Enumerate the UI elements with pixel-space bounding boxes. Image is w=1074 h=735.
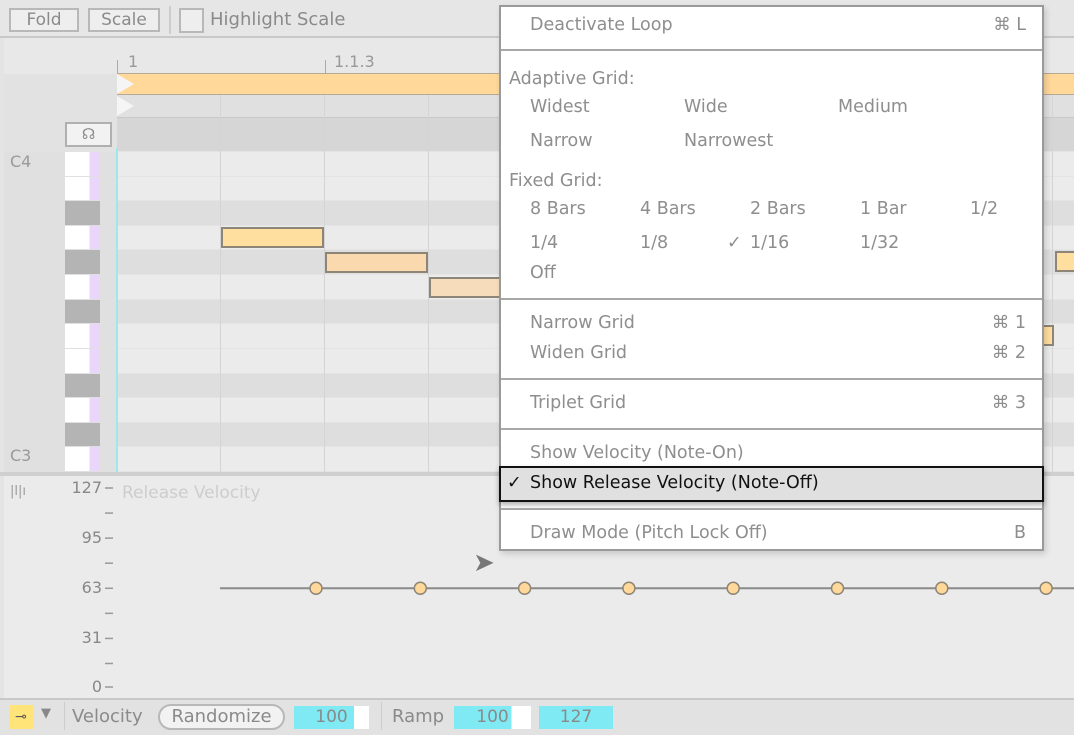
checkmark-icon: ✓ <box>727 233 742 253</box>
black-key[interactable] <box>65 250 100 275</box>
release-velocity-handle[interactable] <box>935 581 949 596</box>
menu-item-deactivate-loop[interactable]: Deactivate Loop <box>530 15 673 35</box>
shortcut: ⌘ 2 <box>991 343 1026 363</box>
release-velocity-handle[interactable] <box>622 581 636 596</box>
loop-start-marker[interactable] <box>117 74 134 94</box>
white-key[interactable] <box>65 275 100 299</box>
white-key[interactable] <box>65 225 100 250</box>
menu-item-2-bars[interactable]: 2 Bars <box>750 199 806 219</box>
white-key[interactable] <box>65 398 100 422</box>
shortcut: ⌘ 1 <box>991 313 1026 333</box>
fold-button[interactable]: Fold <box>9 8 79 32</box>
preview-headphones-button[interactable]: ☊ <box>65 122 112 147</box>
white-key[interactable] <box>65 348 100 373</box>
shortcut: B <box>1013 523 1026 543</box>
divider <box>64 702 65 730</box>
velocity-tick-label: 63 <box>81 578 102 598</box>
velocity-lane-icon: |l|ı <box>10 484 26 499</box>
release-velocity-handle[interactable] <box>1039 581 1053 596</box>
menu-item-show-release-velocity[interactable]: ✓ Show Release Velocity (Note-Off) <box>499 466 1044 502</box>
playhead-line <box>116 148 118 698</box>
menu-item-narrowest[interactable]: Narrowest <box>684 131 774 151</box>
white-key[interactable] <box>65 447 100 471</box>
chevron-down-icon[interactable]: ▼ <box>41 706 51 721</box>
velocity-tick-label: 0 <box>91 677 102 696</box>
menu-item-triplet-grid[interactable]: Triplet Grid <box>530 393 627 413</box>
black-key[interactable] <box>65 422 100 447</box>
menu-item-label: Show Release Velocity (Note-Off) <box>530 473 819 493</box>
menu-item-draw-mode[interactable]: Draw Mode (Pitch Lock Off) <box>530 523 768 543</box>
grid-line <box>324 95 325 698</box>
midi-note[interactable] <box>1055 251 1074 272</box>
shortcut: ⌘ L <box>993 15 1026 35</box>
release-velocity-handle[interactable] <box>309 581 323 596</box>
white-key[interactable] <box>65 176 100 201</box>
menu-item-1-2[interactable]: 1/2 <box>970 199 999 219</box>
release-velocity-handle[interactable] <box>517 581 532 596</box>
menu-item-show-velocity[interactable]: Show Velocity (Note-On) <box>530 443 744 463</box>
menu-item-widen-grid[interactable]: Widen Grid <box>530 343 628 363</box>
shortcut: ⌘ 3 <box>991 393 1026 413</box>
ramp-end-field[interactable]: 127 <box>539 706 613 729</box>
menu-item-narrow[interactable]: Narrow <box>530 131 593 151</box>
release-velocity-handle[interactable] <box>413 581 428 596</box>
grid-line <box>220 95 221 698</box>
velocity-label: Velocity <box>72 706 143 727</box>
black-key[interactable] <box>65 299 100 324</box>
headphones-icon: ☊ <box>81 125 96 143</box>
menu-item-off[interactable]: Off <box>530 263 556 283</box>
context-menu: Deactivate Loop ⌘ L Adaptive Grid: Wides… <box>499 5 1044 551</box>
c4-label: C4 <box>10 152 32 171</box>
highlight-scale-label: Highlight Scale <box>210 9 346 30</box>
ruler-label: 1.1.3 <box>334 52 375 71</box>
mouse-cursor-icon: ➤ <box>473 548 495 578</box>
midi-note[interactable] <box>221 227 324 248</box>
velocity-tick-label: 127 <box>71 478 102 497</box>
start-marker[interactable] <box>117 96 134 116</box>
velocity-tick-label: 95 <box>81 528 102 548</box>
piano-keyboard[interactable] <box>4 152 117 472</box>
highlight-scale-checkbox[interactable] <box>179 8 204 33</box>
menu-item-1-32[interactable]: 1/32 <box>860 233 900 253</box>
menu-item-widest[interactable]: Widest <box>530 97 590 117</box>
white-key[interactable] <box>65 152 100 176</box>
velocity-tick-label: 31 <box>81 628 102 648</box>
velocity-plot[interactable] <box>4 476 1074 698</box>
menu-item-1-bar[interactable]: 1 Bar <box>860 199 907 219</box>
grid-line <box>1052 95 1053 698</box>
black-key[interactable] <box>65 201 100 225</box>
release-velocity-handle[interactable] <box>726 581 740 596</box>
velocity-amount-field[interactable]: 100 <box>294 706 369 729</box>
ruler-label: 1 <box>128 52 139 71</box>
menu-item-4-bars[interactable]: 4 Bars <box>640 199 696 219</box>
menu-item-8-bars[interactable]: 8 Bars <box>530 199 586 219</box>
menu-item-1-8[interactable]: 1/8 <box>640 233 669 253</box>
ramp-start-field[interactable]: 100 <box>454 706 531 729</box>
release-velocity-handle[interactable] <box>830 581 845 596</box>
white-key[interactable] <box>65 324 100 348</box>
midi-note[interactable] <box>325 252 428 273</box>
randomize-button[interactable]: Randomize <box>158 704 285 730</box>
adaptive-grid-header: Adaptive Grid: <box>509 69 635 89</box>
checkmark-icon: ✓ <box>507 473 522 493</box>
black-key[interactable] <box>65 373 100 398</box>
menu-item-wide[interactable]: Wide <box>684 97 728 117</box>
toolbar-divider <box>169 6 171 34</box>
grid-line <box>428 95 429 698</box>
menu-item-1-16[interactable]: 1/16 <box>750 233 790 253</box>
menu-item-narrow-grid[interactable]: Narrow Grid <box>530 313 635 333</box>
menu-item-medium[interactable]: Medium <box>838 97 908 117</box>
menu-item-1-4[interactable]: 1/4 <box>530 233 559 253</box>
divider <box>381 702 382 730</box>
lane-title: Release Velocity <box>122 483 261 503</box>
fixed-grid-header: Fixed Grid: <box>509 171 603 191</box>
key-icon-button[interactable]: ⊸ <box>9 705 33 729</box>
c3-label: C3 <box>10 446 32 465</box>
midi-note[interactable] <box>429 277 509 298</box>
ramp-label: Ramp <box>392 706 445 727</box>
scale-button[interactable]: Scale <box>88 8 160 32</box>
